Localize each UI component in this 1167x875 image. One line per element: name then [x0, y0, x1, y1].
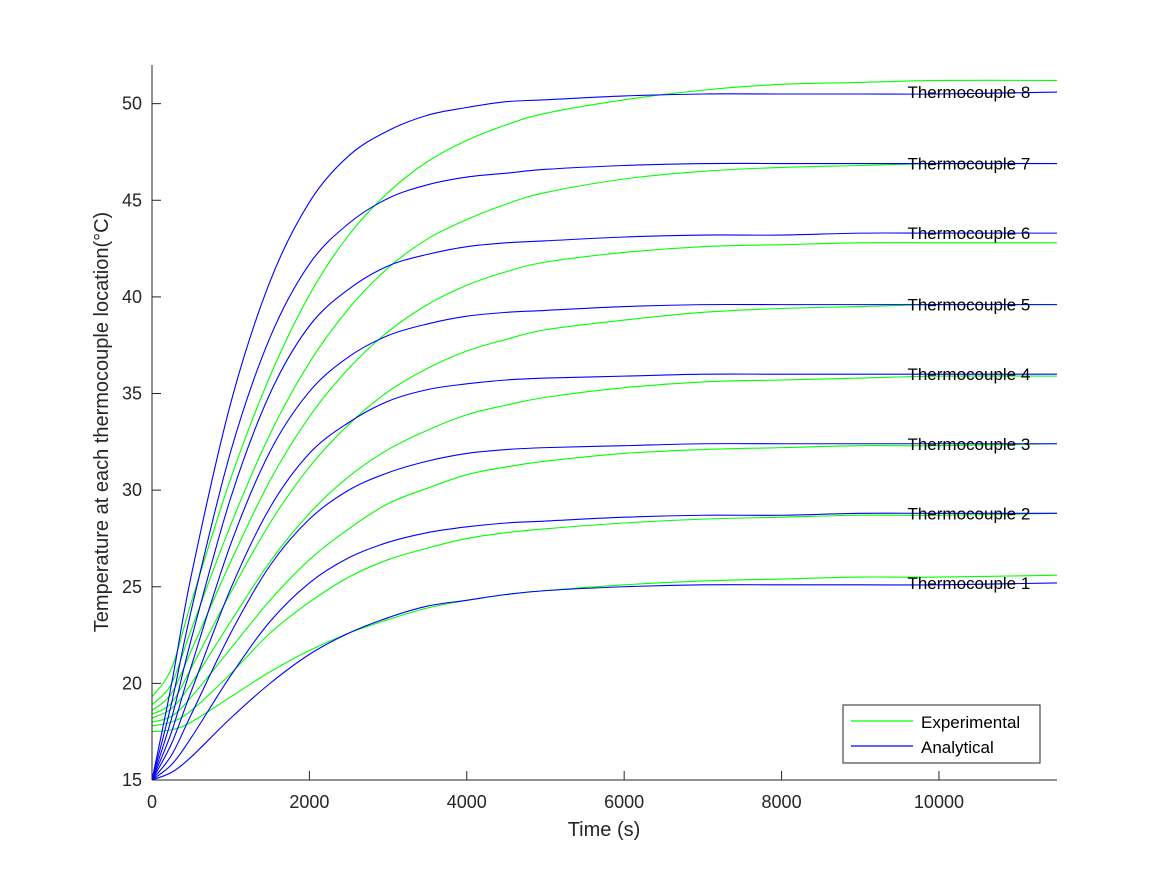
legend-label-experimental: Experimental — [921, 713, 1020, 732]
annotation-layer: Thermocouple 1 Thermocouple 2 Thermocouple… — [907, 83, 1030, 593]
y-tick-label: 40 — [122, 287, 142, 307]
axes-layer: 0 2000 4000 6000 8000 10000 15 20 25 30 35 40 45 50 — [122, 65, 1057, 812]
annotation-thermocouple-4: Thermocouple 4 — [907, 365, 1030, 384]
y-axis-label: Temperature at each thermocouple locatio… — [91, 212, 113, 632]
series-line-analytical-tc8 — [151, 91, 1058, 781]
series-line-analytical-tc4 — [151, 373, 1057, 781]
annotation-thermocouple-3: Thermocouple 3 — [907, 435, 1030, 454]
annotation-thermocouple-5: Thermocouple 5 — [907, 296, 1030, 315]
series-line-experimental-tc7 — [151, 162, 1058, 706]
annotation-thermocouple-8: Thermocouple 8 — [907, 83, 1030, 102]
x-tick-label: 6000 — [604, 792, 644, 812]
series-line-analytical-tc1 — [151, 582, 1058, 781]
x-tick-label: 2000 — [289, 792, 329, 812]
series-line-analytical-tc3 — [151, 443, 1057, 781]
series-line-analytical-tc7 — [151, 162, 1057, 781]
y-tick-label: 20 — [122, 673, 142, 693]
series-line-experimental-tc8 — [151, 79, 1058, 698]
x-axis-label: Time (s) — [568, 819, 641, 841]
annotation-thermocouple-7: Thermocouple 7 — [907, 155, 1030, 174]
y-tick-label: 35 — [122, 384, 142, 404]
legend-box — [842, 704, 1041, 764]
plot-background — [152, 65, 1057, 780]
series-line-analytical-tc2 — [151, 512, 1057, 781]
x-tick-label: 10000 — [914, 792, 964, 812]
series-line-experimental-tc6 — [151, 242, 1057, 711]
series-line-experimental-tc3 — [151, 443, 1058, 723]
y-tick-label: 15 — [122, 770, 142, 790]
legend-label-analytical: Analytical — [921, 738, 994, 757]
series-layer — [151, 79, 1058, 781]
y-tick-label: 50 — [122, 94, 142, 114]
series-line-analytical-tc5 — [151, 303, 1057, 781]
y-tick-label: 45 — [122, 190, 142, 210]
y-tick-label: 25 — [122, 577, 142, 597]
series-line-experimental-tc4 — [151, 375, 1058, 719]
x-tick-label: 4000 — [447, 792, 487, 812]
x-tick-label: 8000 — [762, 792, 802, 812]
series-line-analytical-tc6 — [151, 232, 1057, 781]
annotation-thermocouple-6: Thermocouple 6 — [907, 224, 1030, 243]
annotation-thermocouple-2: Thermocouple 2 — [907, 504, 1030, 523]
annotation-thermocouple-1: Thermocouple 1 — [907, 574, 1030, 593]
legend: Experimental Analytical — [842, 704, 1041, 764]
y-tick-label: 30 — [122, 480, 142, 500]
series-line-experimental-tc2 — [151, 512, 1058, 727]
x-tick-label: 0 — [147, 792, 157, 812]
series-line-experimental-tc5 — [151, 303, 1058, 715]
